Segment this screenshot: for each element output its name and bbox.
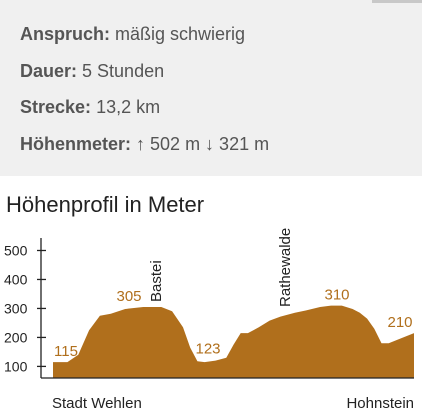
hike-info-panel: Anspruch: mäßig schwierig Dauer: 5 Stund…: [0, 0, 422, 176]
hoehenmeter-value: ↑ 502 m ↓ 321 m: [136, 134, 270, 154]
elevation-profile-chart: 100 200 300 400 500 Stadt Wehlen Hohnstein 115 3…: [4, 228, 414, 412]
chart-title: Höhenprofil in Meter: [6, 192, 205, 217]
y-tick-label: 100: [4, 358, 28, 374]
anspruch-row: Anspruch: mäßig schwierig: [20, 24, 245, 45]
dauer-label: Dauer:: [20, 61, 78, 81]
dauer-row: Dauer: 5 Stunden: [20, 61, 164, 82]
anspruch-label: Anspruch:: [20, 24, 110, 44]
strecke-value: 13,2 km: [96, 97, 161, 117]
value-label: 310: [324, 287, 349, 304]
hoehenmeter-row: Höhenmeter: ↑ 502 m ↓ 321 m: [20, 134, 269, 155]
value-label: 123: [195, 341, 220, 358]
y-tick-label: 500: [4, 242, 28, 258]
end-label: Hohnstein: [346, 395, 414, 412]
place-label: Bastei: [148, 260, 165, 302]
dauer-value: 5 Stunden: [82, 61, 165, 81]
value-label: 115: [54, 343, 78, 360]
hoehenmeter-label: Höhenmeter:: [20, 134, 132, 154]
value-label: 210: [387, 314, 412, 331]
y-tick-label: 300: [4, 300, 28, 316]
anspruch-value: mäßig schwierig: [115, 24, 246, 44]
elevation-area: [53, 305, 414, 378]
y-tick-label: 200: [4, 329, 28, 345]
strecke-row: Strecke: 13,2 km: [20, 97, 160, 118]
start-label: Stadt Wehlen: [52, 395, 142, 412]
place-label: Rathewalde: [277, 228, 294, 307]
divider: [372, 0, 422, 3]
value-label: 305: [116, 288, 141, 305]
y-tick-label: 400: [4, 271, 28, 287]
strecke-label: Strecke:: [20, 97, 92, 117]
